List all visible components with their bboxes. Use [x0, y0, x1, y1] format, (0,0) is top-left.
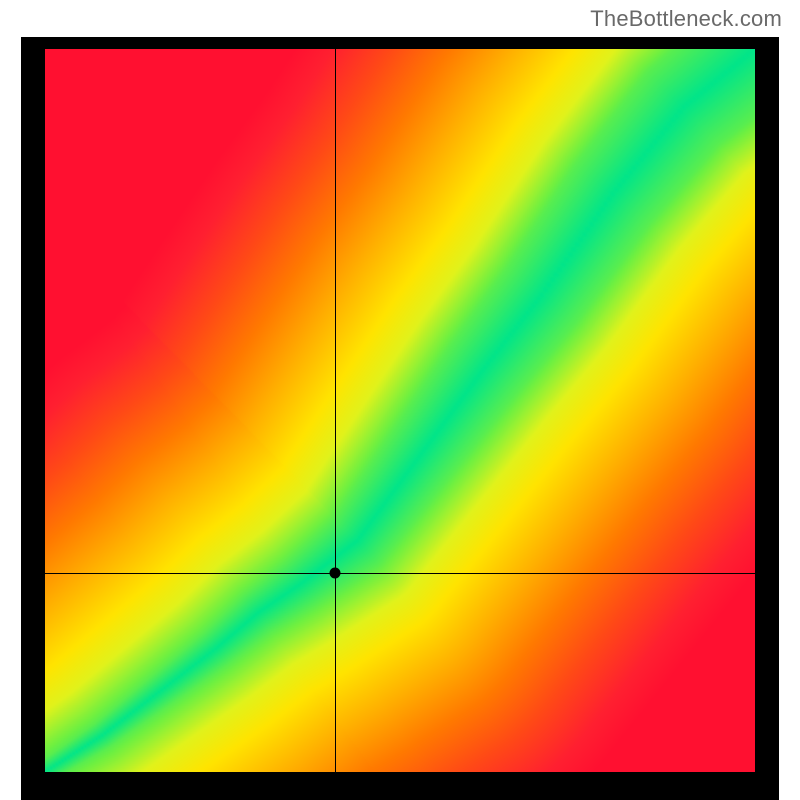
crosshair-horizontal	[45, 573, 755, 574]
plot-area	[45, 49, 755, 772]
bottleneck-heatmap	[45, 49, 755, 772]
crosshair-marker-dot	[329, 568, 340, 579]
plot-outer-border	[21, 37, 779, 800]
crosshair-vertical	[335, 49, 336, 772]
attribution-text: TheBottleneck.com	[590, 6, 782, 32]
